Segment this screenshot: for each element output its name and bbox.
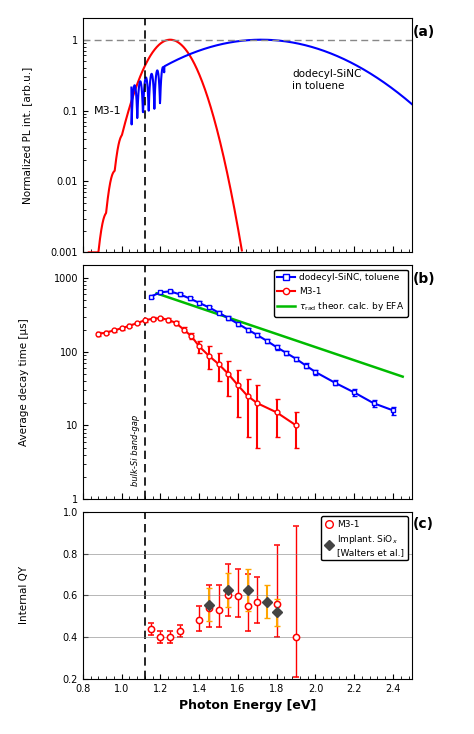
Y-axis label: Internal QY: Internal QY (18, 567, 28, 625)
Text: bulk-Si band-gap: bulk-Si band-gap (131, 415, 140, 486)
Legend: dodecyl-SiNC, toluene, M3-1, $\tau_{\rm rad}$ theor. calc. by EFA: dodecyl-SiNC, toluene, M3-1, $\tau_{\rm … (274, 269, 408, 317)
Text: (b): (b) (413, 272, 436, 286)
Text: M3-1: M3-1 (93, 106, 121, 116)
Legend: M3-1, Implant. SiO$_x$
[Walters et al.]: M3-1, Implant. SiO$_x$ [Walters et al.] (321, 516, 408, 561)
X-axis label: Photon Energy [eV]: Photon Energy [eV] (179, 700, 316, 713)
Y-axis label: Normalized PL int. [arb.u.]: Normalized PL int. [arb.u.] (22, 67, 32, 204)
Text: dodecyl-SiNC
in toluene: dodecyl-SiNC in toluene (292, 70, 362, 91)
Text: (c): (c) (413, 517, 434, 531)
Y-axis label: Average decay time [µs]: Average decay time [µs] (18, 319, 28, 446)
Text: (a): (a) (413, 26, 435, 40)
